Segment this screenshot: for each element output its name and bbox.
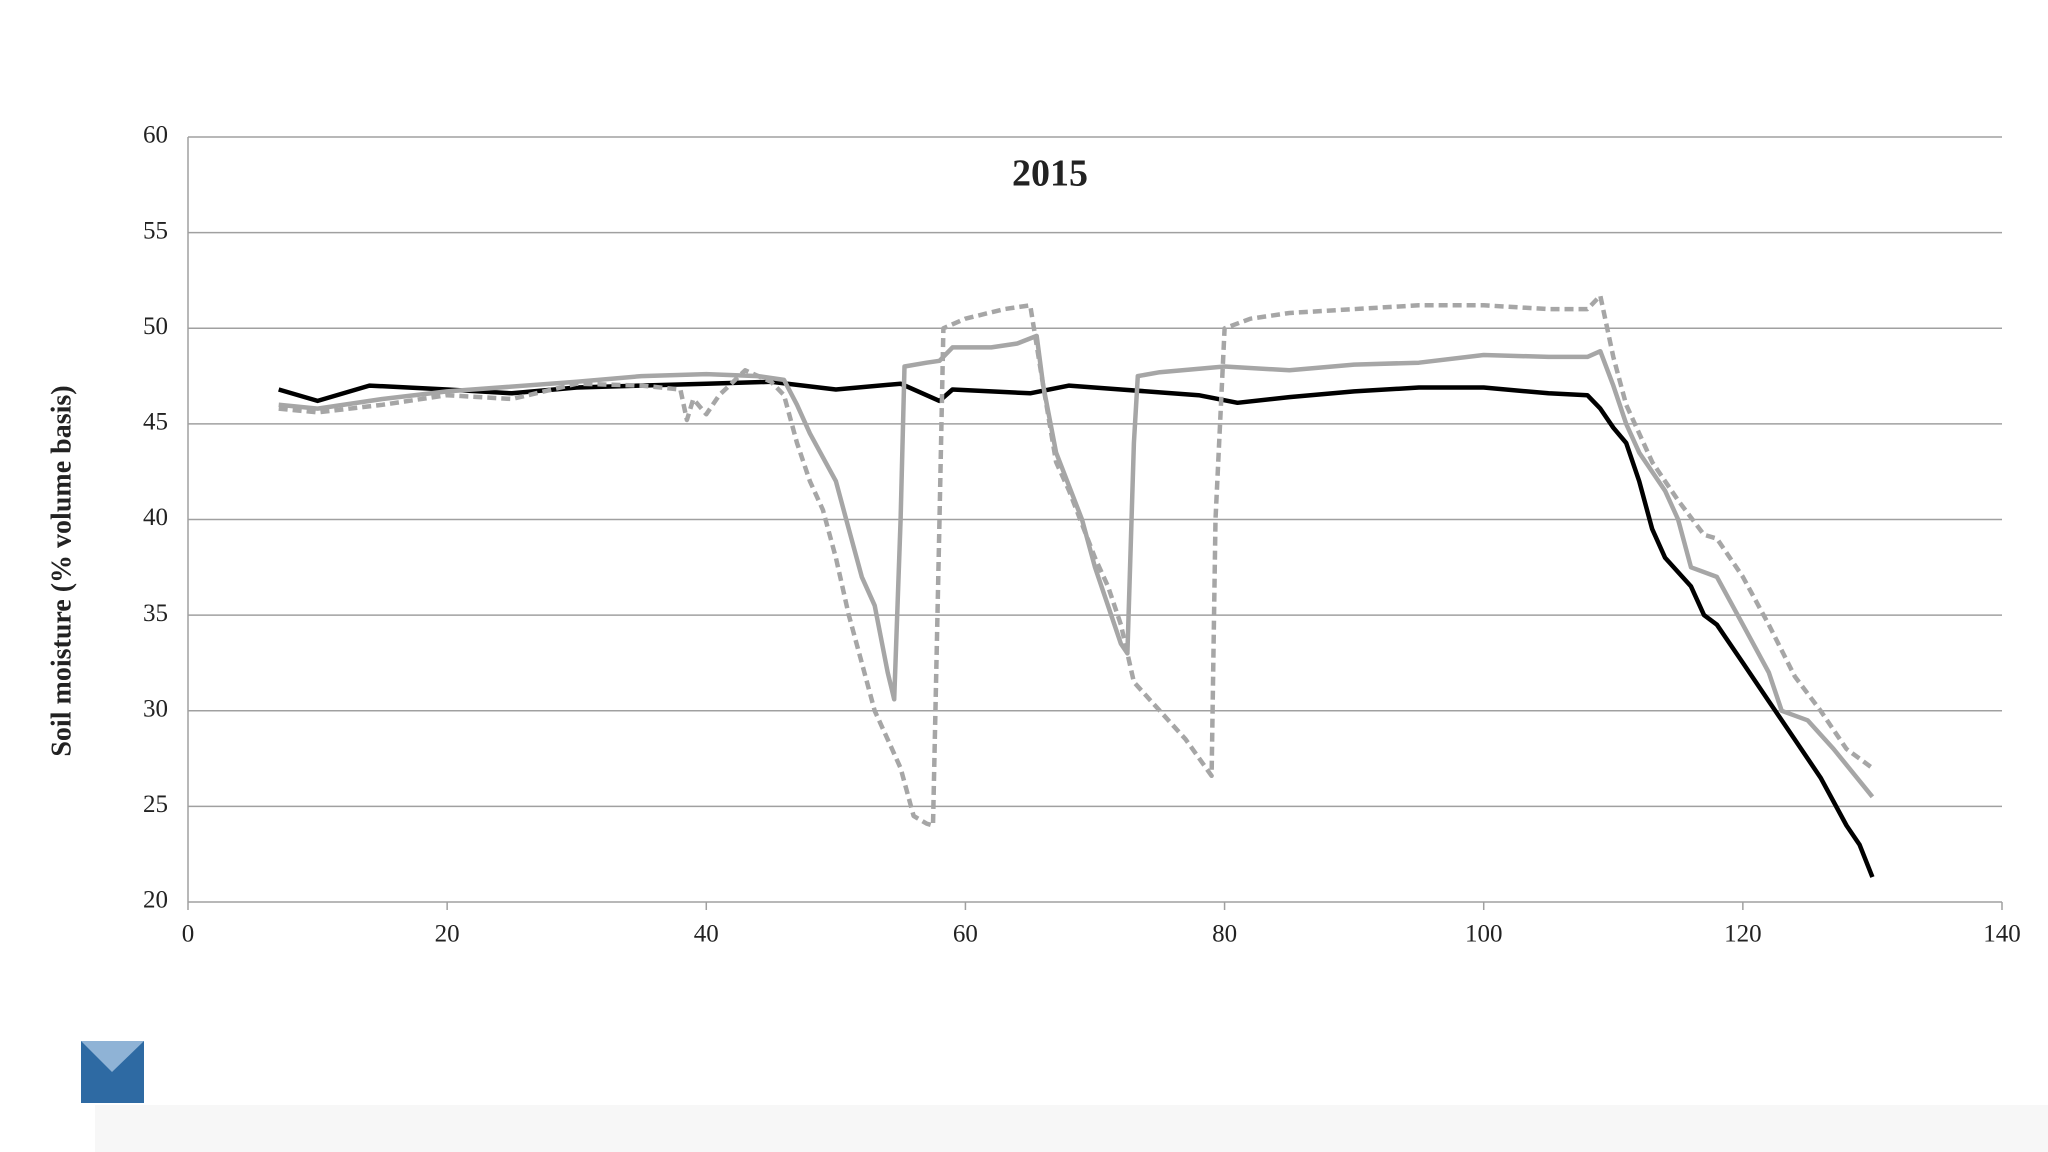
x-tick-label: 120 [1724,921,1762,948]
x-tick-label: 20 [435,921,460,948]
chart-title: 2015 [1012,153,1088,195]
x-tick-label: 60 [953,921,978,948]
x-tick-label: 40 [694,921,719,948]
x-tick-label: 0 [182,921,195,948]
logo-notch [81,1041,144,1072]
y-axis-label: Soil moisture (% volume basis) [46,385,77,756]
series-line [278,379,1875,878]
series-line [278,333,1875,799]
series-line [278,293,1874,828]
y-tick-label: 55 [143,217,168,244]
y-tick-label: 25 [143,791,168,818]
y-tick-label: 50 [143,313,168,340]
y-tick-label: 35 [143,600,168,627]
x-tick-label: 80 [1212,921,1237,948]
x-tick-label: 100 [1465,921,1503,948]
y-tick-label: 30 [143,695,168,722]
logo [81,1041,144,1103]
y-tick-label: 40 [143,504,168,531]
footer-band [95,1105,2048,1152]
y-tick-label: 45 [143,409,168,436]
y-tick-label: 20 [143,887,168,914]
x-tick-label: 140 [1983,921,2021,948]
y-tick-label: 60 [143,122,168,149]
